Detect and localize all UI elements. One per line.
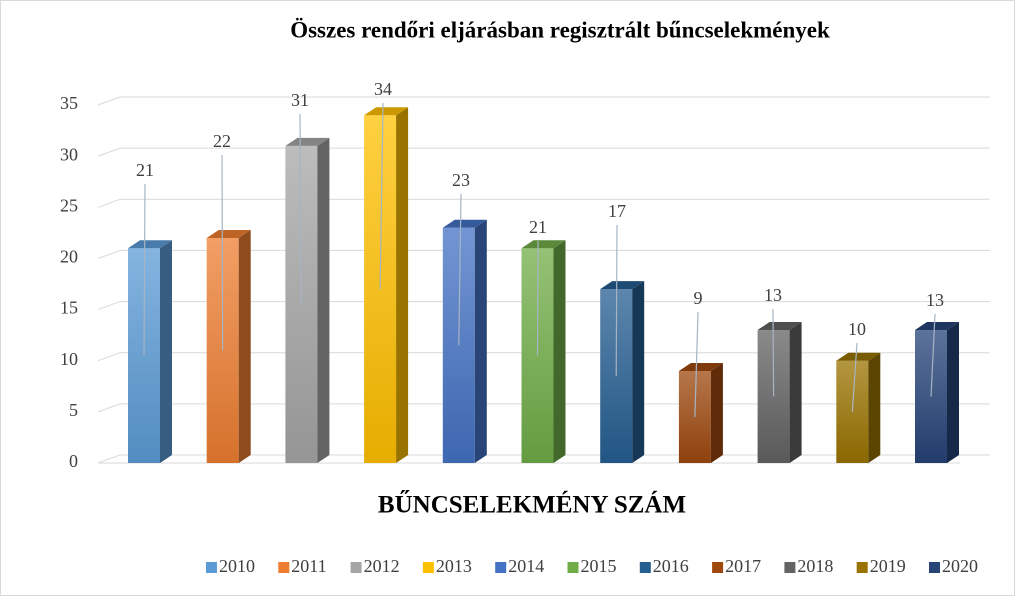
- grid-line-depth: [97, 301, 121, 311]
- legend-swatch: [856, 562, 868, 573]
- y-tick-label: 0: [69, 451, 78, 471]
- grid-line-depth: [97, 454, 121, 464]
- legend-label: 2012: [364, 556, 400, 576]
- grid-line-depth: [97, 96, 121, 106]
- legend-swatch: [422, 562, 434, 573]
- leader-line: [930, 313, 936, 397]
- bar-top: [836, 352, 881, 361]
- data-label: 31: [291, 90, 309, 110]
- legend-label: 2011: [291, 556, 326, 576]
- bar-top: [757, 322, 802, 331]
- leader-line: [379, 102, 384, 290]
- leader-line: [143, 183, 146, 356]
- bar-side: [553, 240, 566, 463]
- leader-line: [458, 193, 462, 346]
- data-label: 21: [136, 160, 154, 180]
- data-label: 34: [374, 79, 392, 99]
- grid-line-depth: [97, 249, 121, 259]
- leader-line: [615, 224, 618, 377]
- legend-label: 2010: [219, 556, 255, 576]
- legend-label: 2019: [870, 556, 906, 576]
- bar-side: [632, 281, 645, 463]
- bar-top: [364, 107, 409, 116]
- bar-top: [285, 137, 330, 146]
- data-label: 22: [213, 131, 231, 151]
- leader-line: [694, 311, 699, 417]
- legend-swatch: [567, 562, 579, 573]
- y-tick-label: 30: [60, 144, 78, 164]
- bar-side: [317, 137, 330, 463]
- leader-line: [536, 240, 539, 356]
- bar-top: [678, 362, 723, 371]
- grid-line-depth: [97, 147, 121, 157]
- bar-side: [868, 352, 881, 463]
- y-tick-label: 35: [60, 93, 78, 113]
- legend-label: 2016: [653, 556, 689, 576]
- bar-side: [238, 229, 251, 463]
- data-label: 21: [529, 217, 547, 237]
- y-tick-label: 10: [60, 349, 78, 369]
- y-tick-label: 20: [60, 247, 78, 267]
- bar-side: [160, 240, 172, 463]
- bar-top: [521, 240, 566, 249]
- grid-line-depth: [97, 352, 121, 362]
- bar-side: [710, 362, 723, 463]
- data-label: 13: [764, 285, 782, 305]
- legend-label: 2014: [508, 556, 544, 576]
- legend-label: 2018: [797, 556, 833, 576]
- x-axis-title: BŰNCSELEKMÉNY SZÁM: [378, 490, 686, 519]
- data-label: 13: [926, 290, 944, 310]
- bar-side: [789, 322, 802, 463]
- legend-swatch: [929, 562, 940, 573]
- leader-line: [221, 154, 224, 351]
- legend-swatch: [350, 562, 362, 573]
- bar-top: [206, 229, 251, 238]
- grid-line-depth: [97, 198, 121, 208]
- bar-top: [915, 322, 959, 331]
- legend-swatch: [784, 562, 796, 573]
- data-label: 9: [694, 288, 703, 308]
- legend-swatch: [278, 562, 290, 573]
- bar-top: [128, 240, 172, 249]
- bar-top: [442, 219, 487, 228]
- legend-swatch: [712, 562, 724, 573]
- bar-side: [947, 322, 959, 463]
- leader-line: [299, 113, 302, 305]
- leader-line: [772, 308, 775, 397]
- data-label: 17: [608, 201, 626, 221]
- bar-side: [396, 107, 409, 463]
- legend-label: 2013: [436, 556, 472, 576]
- y-tick-label: 5: [69, 400, 78, 420]
- legend-label: 2020: [942, 556, 978, 576]
- leader-line: [851, 342, 858, 412]
- bar-top: [600, 281, 645, 290]
- legend-label: 2015: [581, 556, 617, 576]
- y-tick-label: 15: [60, 298, 78, 318]
- chart-title: Összes rendőri eljárásban regisztrált bű…: [290, 17, 830, 42]
- grid-line-depth: [97, 403, 121, 413]
- legend-swatch: [495, 562, 507, 573]
- data-label: 23: [452, 170, 470, 190]
- legend-swatch: [639, 562, 651, 573]
- bar-side: [474, 219, 487, 463]
- y-tick-label: 25: [60, 195, 78, 215]
- legend-swatch: [206, 562, 217, 573]
- legend-label: 2017: [725, 556, 761, 576]
- data-label: 10: [848, 319, 866, 339]
